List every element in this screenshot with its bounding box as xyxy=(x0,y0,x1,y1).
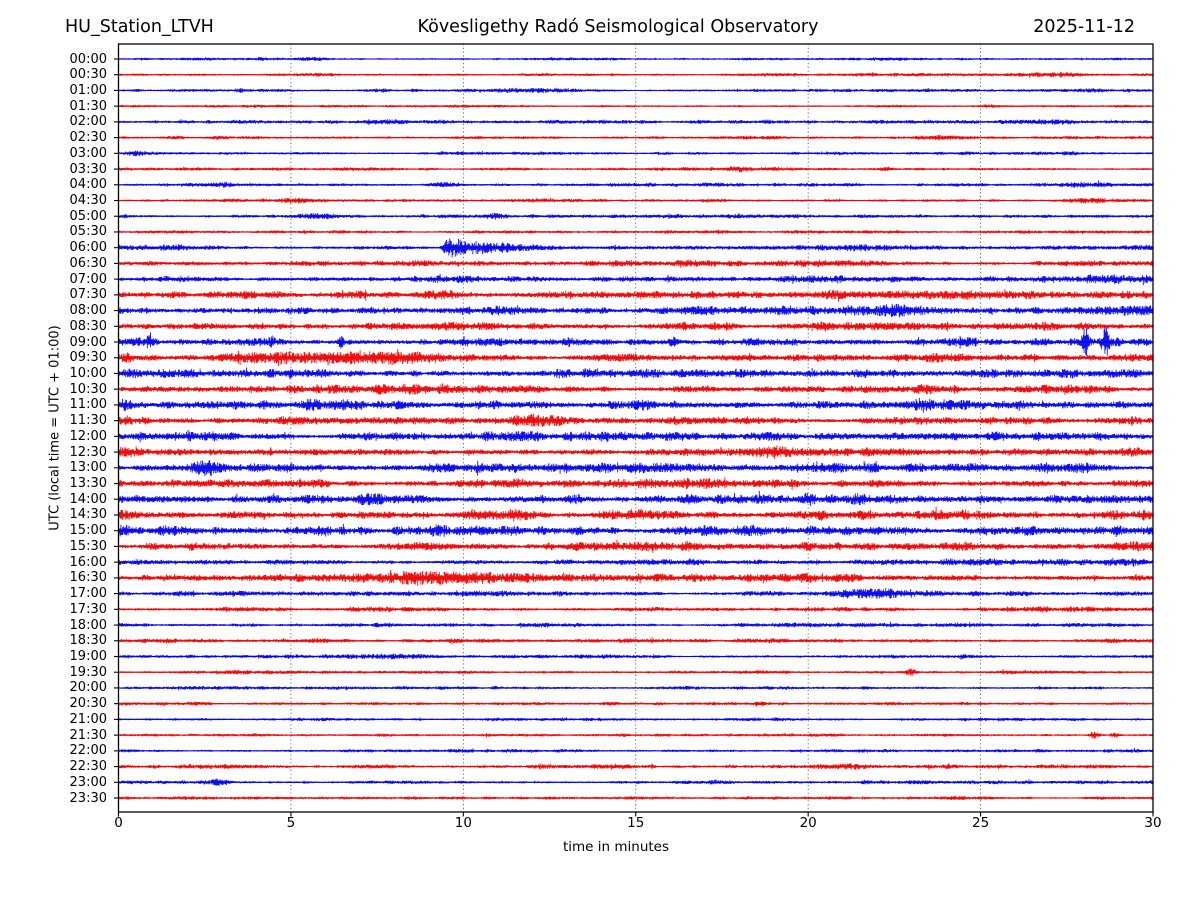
y-tick-label: 12:00 xyxy=(69,428,107,444)
x-tick-label: 20 xyxy=(799,815,817,831)
y-tick-label: 13:00 xyxy=(69,460,107,476)
y-tick-label: 03:00 xyxy=(69,145,107,161)
y-tick-label: 10:00 xyxy=(69,365,107,381)
y-tick-label: 16:30 xyxy=(69,570,107,586)
y-tick-label: 14:00 xyxy=(69,491,107,507)
y-tick-label: 03:30 xyxy=(69,161,107,177)
y-tick-label: 07:30 xyxy=(69,287,107,303)
y-tick-label: 02:00 xyxy=(69,114,107,130)
y-tick-label: 21:00 xyxy=(69,711,107,727)
y-tick-label: 08:00 xyxy=(69,303,107,319)
y-tick-label: 00:30 xyxy=(69,67,107,83)
y-tick-label: 19:30 xyxy=(69,664,107,680)
page-title: Kövesligethy Radó Seismological Observat… xyxy=(417,17,819,37)
y-tick-label: 13:30 xyxy=(69,476,107,492)
y-tick-label: 09:00 xyxy=(69,334,107,350)
y-tick-label: 00:00 xyxy=(69,51,107,67)
x-tick-label: 0 xyxy=(114,815,123,831)
y-tick-label: 10:30 xyxy=(69,381,107,397)
y-tick-label: 07:00 xyxy=(69,271,107,287)
y-tick-label: 11:30 xyxy=(69,413,107,429)
y-tick-label: 19:00 xyxy=(69,648,107,664)
y-tick-label: 02:30 xyxy=(69,130,107,146)
x-tick-label: 5 xyxy=(286,815,296,831)
y-tick-label: 05:00 xyxy=(69,208,107,224)
y-tick-label: 12:30 xyxy=(69,444,107,460)
y-tick-label: 14:30 xyxy=(69,507,107,523)
y-tick-label: 16:00 xyxy=(69,554,107,570)
x-axis-label: time in minutes xyxy=(562,839,670,855)
y-tick-label: 05:30 xyxy=(69,224,107,240)
y-tick-label: 01:30 xyxy=(69,98,107,114)
x-tick-label: 30 xyxy=(1144,815,1162,831)
y-tick-label: 15:30 xyxy=(69,538,107,554)
y-tick-label: 01:00 xyxy=(69,82,107,98)
y-tick-label: 18:00 xyxy=(69,617,107,633)
y-tick-label: 17:00 xyxy=(69,586,107,602)
y-tick-label: 23:00 xyxy=(69,774,107,790)
x-tick-label: 10 xyxy=(454,815,472,831)
y-tick-label: 11:00 xyxy=(69,397,107,413)
y-tick-label: 21:30 xyxy=(69,727,107,743)
y-tick-label: 20:30 xyxy=(69,696,107,712)
y-tick-label: 06:30 xyxy=(69,255,107,271)
x-tick-label: 15 xyxy=(627,815,645,831)
y-tick-label: 20:00 xyxy=(69,680,107,696)
y-tick-label: 08:30 xyxy=(69,318,107,334)
y-tick-label: 23:30 xyxy=(69,790,107,806)
y-tick-label: 22:00 xyxy=(69,743,107,759)
y-tick-label: 15:00 xyxy=(69,523,107,539)
y-tick-label: 18:30 xyxy=(69,633,107,649)
station-label: HU_Station_LTVH xyxy=(65,17,214,37)
y-tick-label: 09:30 xyxy=(69,350,107,366)
y-tick-label: 06:00 xyxy=(69,240,107,256)
y-tick-label: 22:30 xyxy=(69,759,107,775)
y-tick-label: 04:30 xyxy=(69,193,107,208)
date-label: 2025-11-12 xyxy=(1033,17,1135,37)
x-tick-label: 25 xyxy=(971,815,990,831)
y-tick-label: 17:30 xyxy=(69,601,107,617)
y-tick-label: 04:00 xyxy=(69,177,107,193)
